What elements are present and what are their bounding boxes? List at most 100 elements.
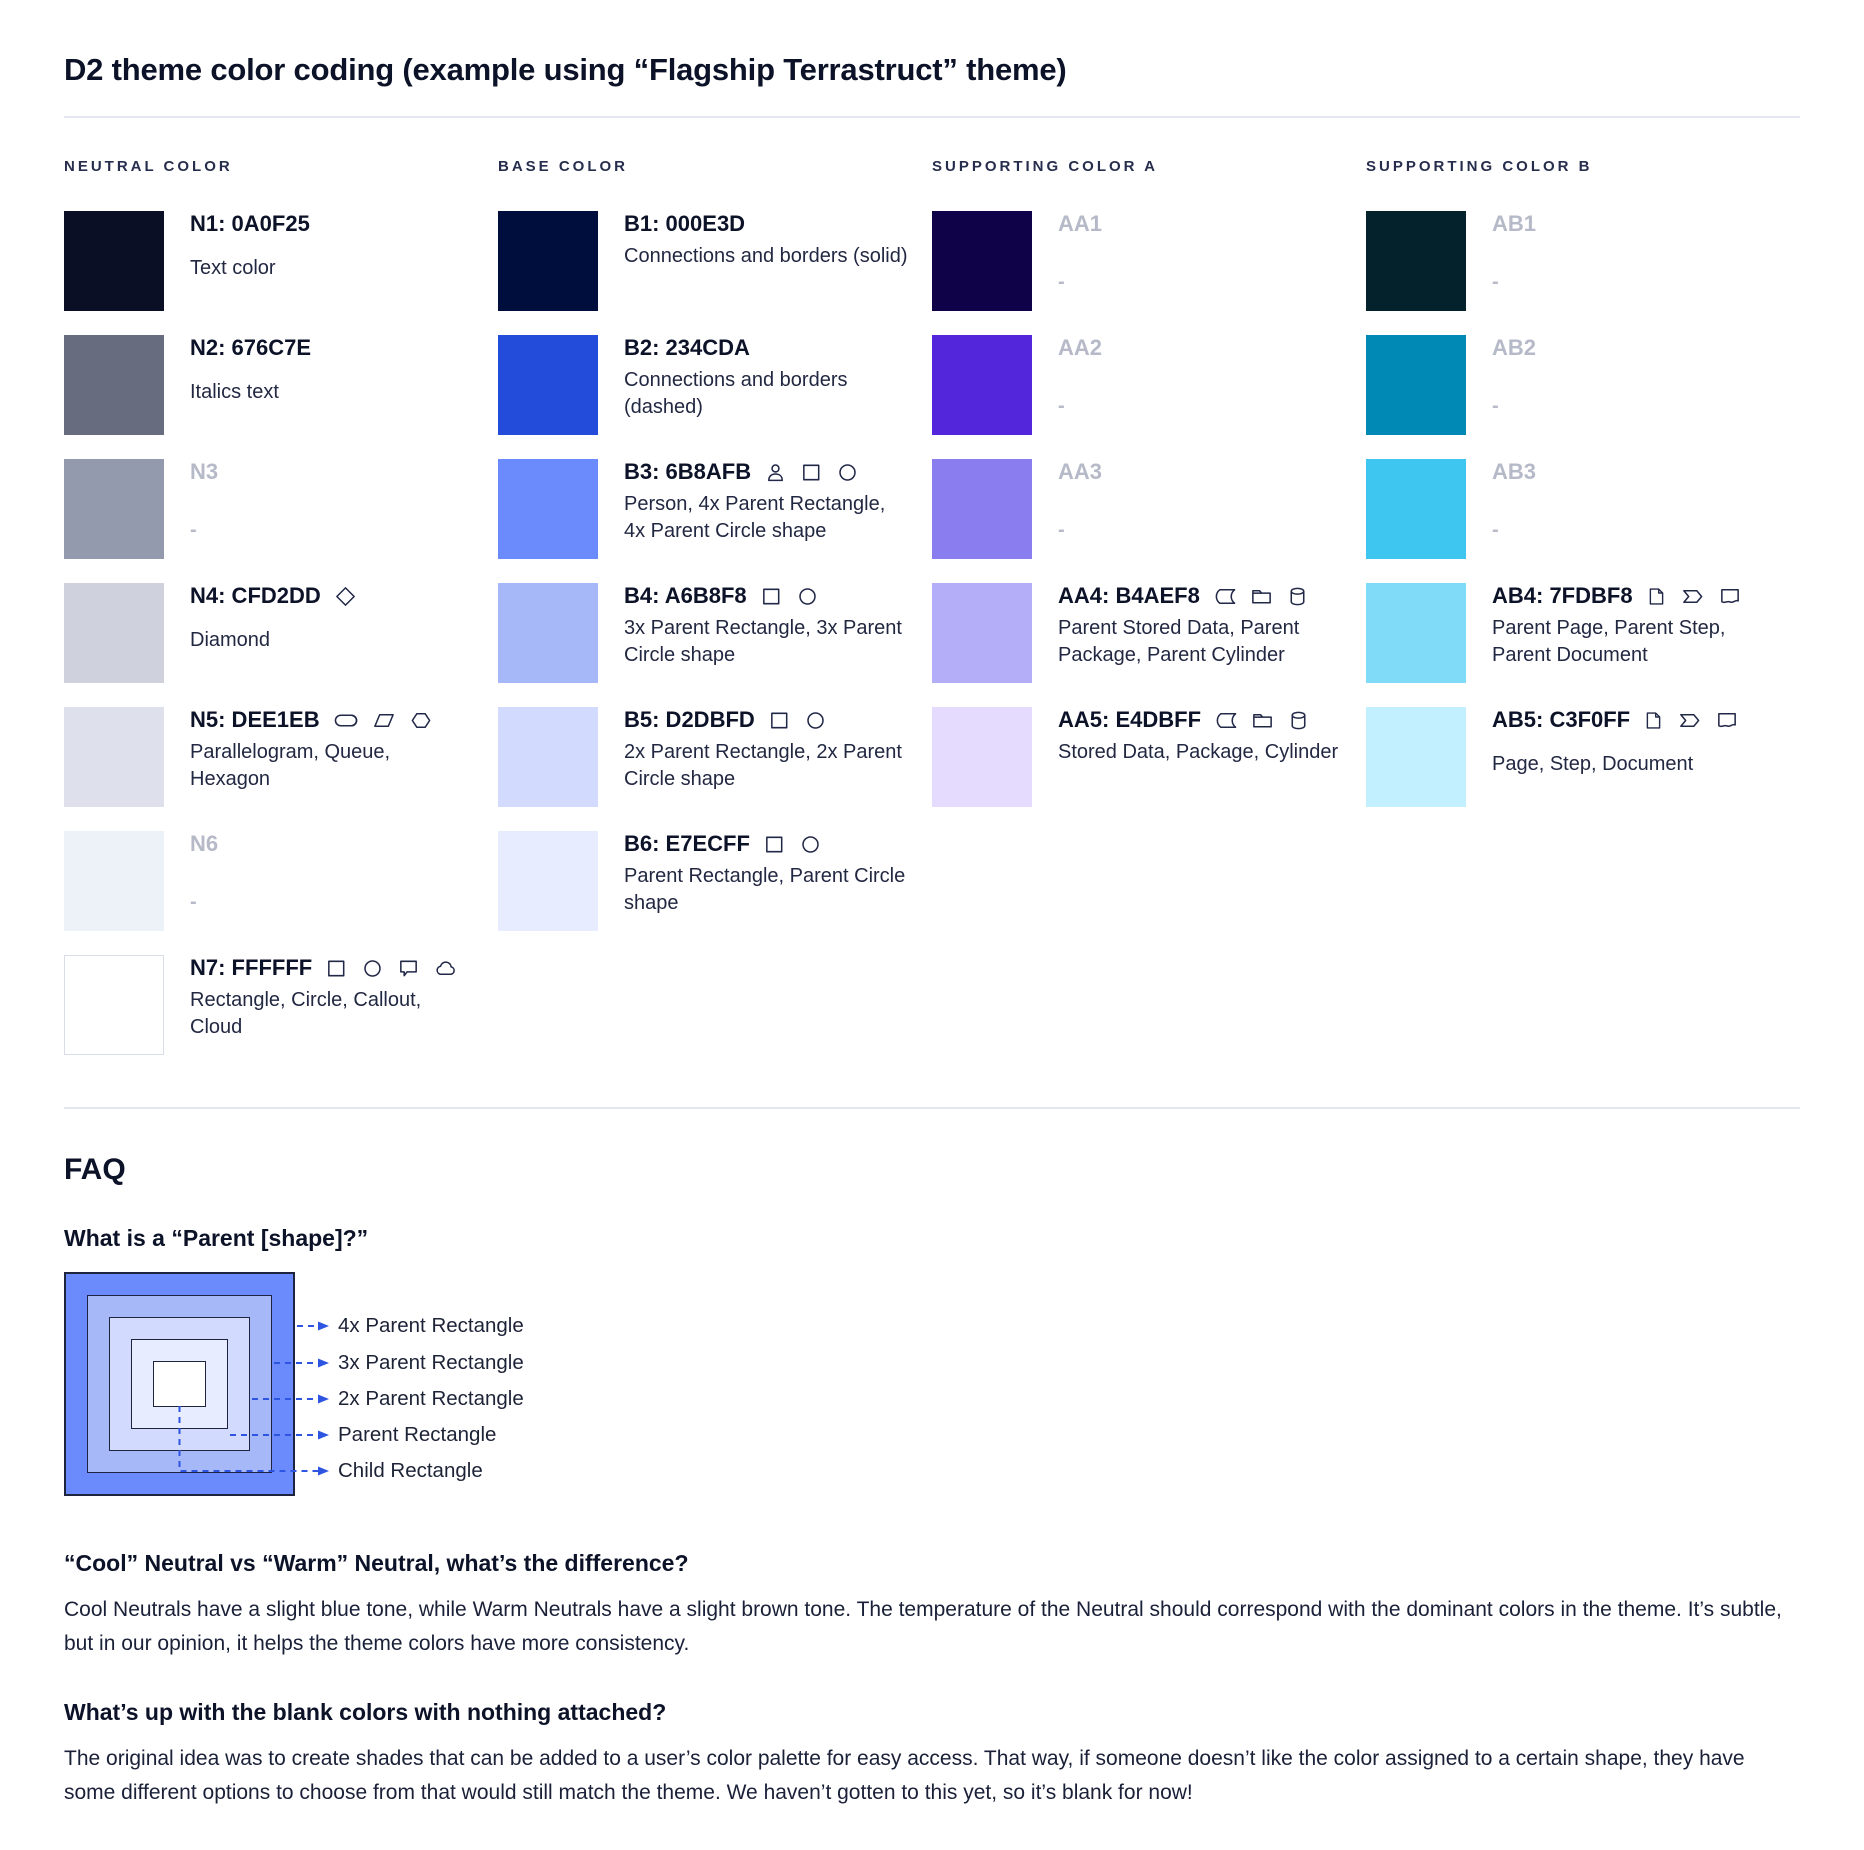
color-row: AB2 - — [1366, 335, 1800, 435]
package-icon — [1250, 585, 1273, 608]
color-desc: 3x Parent Rectangle, 3x Parent Circle sh… — [624, 617, 902, 666]
color-desc: Person, 4x Parent Rectangle, 4x Parent C… — [624, 493, 886, 542]
rectangle-icon — [768, 709, 791, 732]
color-label: N6 — [190, 831, 219, 856]
palette-column: SUPPORTING COLOR A AA1 - AA2 - AA3 - AA4: B4AEF… — [932, 158, 1366, 1079]
color-swatch — [498, 459, 598, 559]
color-swatch — [64, 955, 164, 1055]
rectangle-icon — [760, 585, 783, 608]
color-row: B2: 234CDA Connections and borders (dashe… — [498, 335, 932, 435]
color-row: AA2 - — [932, 335, 1366, 435]
color-row: AA3 - — [932, 459, 1366, 559]
color-label: AB5: C3F0FF — [1492, 707, 1631, 732]
circle-icon — [796, 585, 819, 608]
color-label: B6: E7ECFF — [624, 831, 750, 856]
color-desc: Page, Step, Document — [1492, 753, 1694, 775]
color-swatch — [498, 211, 598, 311]
parallelogram-icon — [372, 709, 396, 732]
color-swatch — [932, 335, 1032, 435]
faq-answer-cool-vs-warm: Cool Neutrals have a slight blue tone, w… — [64, 1598, 1782, 1655]
color-swatch — [64, 211, 164, 311]
color-desc: - — [1492, 519, 1499, 541]
faq-question-blank-colors: What’s up with the blank colors with not… — [64, 1699, 667, 1725]
circle-icon — [804, 709, 827, 732]
color-desc: - — [1058, 395, 1065, 417]
palette-column: NEUTRAL COLOR N1: 0A0F25 Text color N2: 676… — [64, 158, 498, 1079]
color-swatch — [498, 335, 598, 435]
color-label: AA1 — [1058, 211, 1103, 236]
rect-2x-parent — [109, 1317, 250, 1451]
color-row: B3: 6B8AFB Person, 4x Parent Rectangle, 4… — [498, 459, 932, 559]
cylinder-icon — [1287, 709, 1310, 732]
color-label: B2: 234CDA — [624, 335, 750, 360]
color-swatch — [498, 583, 598, 683]
stored-data-icon — [1213, 585, 1237, 608]
color-label: AA5: E4DBFF — [1058, 707, 1202, 732]
color-row: AB1 - — [1366, 211, 1800, 311]
diagram-label-3x-parent: 3x Parent Rectangle — [338, 1351, 524, 1374]
page-title: D2 theme color coding (example using “Fl… — [64, 52, 1067, 87]
color-desc: Stored Data, Package, Cylinder — [1058, 741, 1339, 763]
page-icon — [1643, 709, 1664, 732]
callout-icon — [397, 957, 420, 980]
color-desc: Italics text — [190, 381, 279, 403]
palette-column-header: SUPPORTING COLOR B — [1366, 158, 1593, 175]
color-row: B5: D2DBFD 2x Parent Rectangle, 2x Parent… — [498, 707, 932, 807]
cylinder-icon — [1286, 585, 1309, 608]
rect-3x-parent — [87, 1295, 272, 1473]
color-label: N4: CFD2DD — [190, 583, 321, 608]
color-label: N5: DEE1EB — [190, 707, 320, 732]
color-desc: Connections and borders (solid) — [624, 245, 908, 267]
color-desc: Parallelogram, Queue, Hexagon — [190, 741, 391, 790]
divider-top — [64, 116, 1800, 118]
queue-icon — [333, 709, 359, 732]
faq-question-parent-shape: What is a “Parent [shape]?” — [64, 1225, 369, 1251]
document-icon — [1718, 585, 1742, 608]
color-desc: Parent Stored Data, Parent Package, Pare… — [1058, 617, 1300, 666]
color-desc: - — [1492, 271, 1499, 293]
color-row: N5: DEE1EB Parallelogram, Queue, Hexagon — [64, 707, 498, 807]
color-label: N7: FFFFFF — [190, 955, 313, 980]
color-label: AB1 — [1492, 211, 1537, 236]
color-row: AA4: B4AEF8 Parent Stored Data, Parent Pa… — [932, 583, 1366, 683]
rect-child — [153, 1361, 206, 1407]
rectangle-icon — [800, 461, 823, 484]
faq-answer-blank-colors: The original idea was to create shades t… — [64, 1747, 1745, 1804]
color-swatch — [498, 707, 598, 807]
color-desc: Parent Rectangle, Parent Circle shape — [624, 865, 906, 914]
color-swatch — [1366, 211, 1466, 311]
color-label: N2: 676C7E — [190, 335, 312, 360]
color-row: B4: A6B8F8 3x Parent Rectangle, 3x Parent… — [498, 583, 932, 683]
color-swatch — [932, 459, 1032, 559]
page-icon — [1646, 585, 1667, 608]
diamond-icon — [334, 585, 357, 608]
color-swatch — [64, 583, 164, 683]
color-label: AB3 — [1492, 459, 1537, 484]
color-swatch — [1366, 335, 1466, 435]
hexagon-icon — [409, 709, 433, 732]
faq-question-cool-vs-warm: “Cool” Neutral vs “Warm” Neutral, what’s… — [64, 1550, 689, 1576]
color-label: AA3 — [1058, 459, 1103, 484]
color-swatch — [932, 583, 1032, 683]
circle-icon — [361, 957, 384, 980]
color-row: AA5: E4DBFF Stored Data, Package, Cylinde… — [932, 707, 1366, 807]
color-label: AA4: B4AEF8 — [1058, 583, 1200, 608]
faq-heading: FAQ — [64, 1153, 126, 1186]
palette-grid: NEUTRAL COLOR N1: 0A0F25 Text color N2: 676… — [64, 158, 1800, 1079]
color-row: AA1 - — [932, 211, 1366, 311]
color-label: B5: D2DBFD — [624, 707, 755, 732]
diagram-label-4x-parent: 4x Parent Rectangle — [338, 1314, 524, 1337]
color-row: AB4: 7FDBF8 Parent Page, Parent Step, Par… — [1366, 583, 1800, 683]
cloud-icon — [433, 957, 458, 980]
person-icon — [764, 461, 787, 484]
color-desc: Diamond — [190, 629, 271, 651]
color-desc: - — [1058, 519, 1065, 541]
color-label: AB4: 7FDBF8 — [1492, 583, 1633, 608]
color-desc: Rectangle, Circle, Callout, Cloud — [190, 989, 422, 1038]
color-label: N1: 0A0F25 — [190, 211, 310, 236]
palette-column: SUPPORTING COLOR B AB1 - AB2 - AB3 - AB4: 7FDBF… — [1366, 158, 1800, 1079]
circle-icon — [836, 461, 859, 484]
color-label: B4: A6B8F8 — [624, 583, 747, 608]
color-desc: - — [1492, 395, 1499, 417]
divider-bottom — [64, 1107, 1800, 1109]
